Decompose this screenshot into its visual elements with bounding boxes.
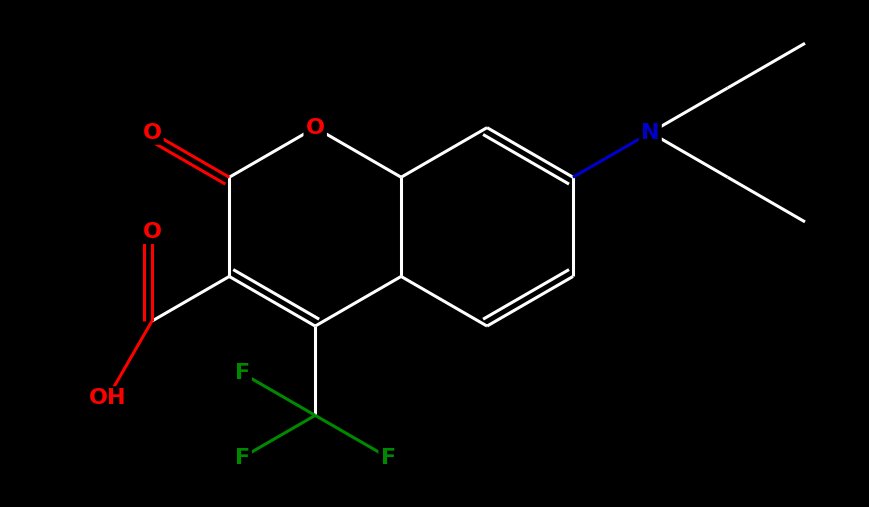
Text: N: N [641,123,660,142]
Text: O: O [306,118,325,137]
Text: F: F [235,448,249,467]
Text: O: O [143,222,162,242]
Text: F: F [381,448,395,467]
Text: O: O [306,118,325,137]
Text: F: F [381,448,395,467]
Text: F: F [235,363,249,383]
Text: OH: OH [89,388,126,409]
Text: O: O [143,123,162,142]
Text: OH: OH [89,388,126,409]
Text: F: F [235,448,249,467]
Text: F: F [235,363,249,383]
Text: O: O [143,123,162,142]
Text: O: O [143,222,162,242]
Text: N: N [641,123,660,142]
